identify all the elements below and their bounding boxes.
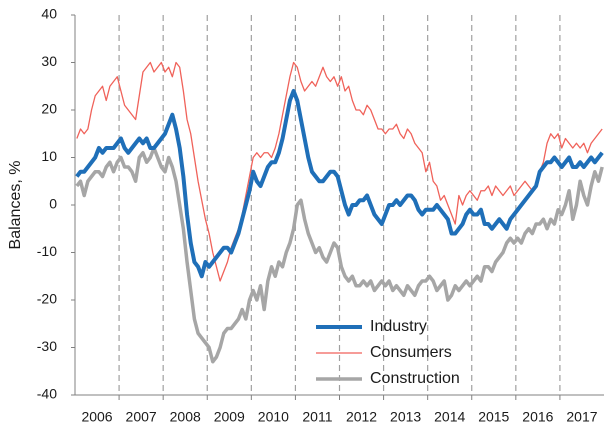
x-tick-label: 2012	[346, 409, 377, 425]
x-tick-label: 2010	[258, 409, 289, 425]
x-tick-label: 2011	[302, 409, 332, 425]
legend-label: Construction	[370, 370, 460, 387]
x-tick-label: 2008	[170, 409, 201, 425]
x-tick-label: 2017	[566, 409, 597, 425]
y-tick-label: -40	[37, 386, 57, 402]
y-tick-label: 10	[41, 148, 57, 164]
y-tick-label: -20	[37, 291, 57, 307]
y-tick-label: 0	[49, 196, 57, 212]
y-tick-label: 20	[41, 101, 57, 117]
legend-label: Consumers	[370, 344, 452, 361]
legend-label: Industry	[370, 318, 427, 335]
line-construction	[75, 146, 604, 364]
line-consumers	[76, 61, 603, 282]
y-tick-label: -30	[37, 338, 57, 354]
x-tick-label: 2006	[81, 409, 112, 425]
y-tick-label: 40	[41, 6, 57, 22]
y-tick-label: -10	[37, 243, 57, 259]
x-tick-label: 2014	[434, 409, 465, 425]
y-axis-label: Balances, %	[7, 161, 24, 250]
y-tick-label: 30	[41, 53, 57, 69]
x-tick-label: 2016	[522, 409, 553, 425]
x-tick-label: 2015	[478, 409, 509, 425]
x-tick-label: 2013	[390, 409, 421, 425]
x-tick-label: 2007	[126, 409, 157, 425]
line-industry	[75, 89, 604, 279]
x-tick-label: 2009	[214, 409, 245, 425]
